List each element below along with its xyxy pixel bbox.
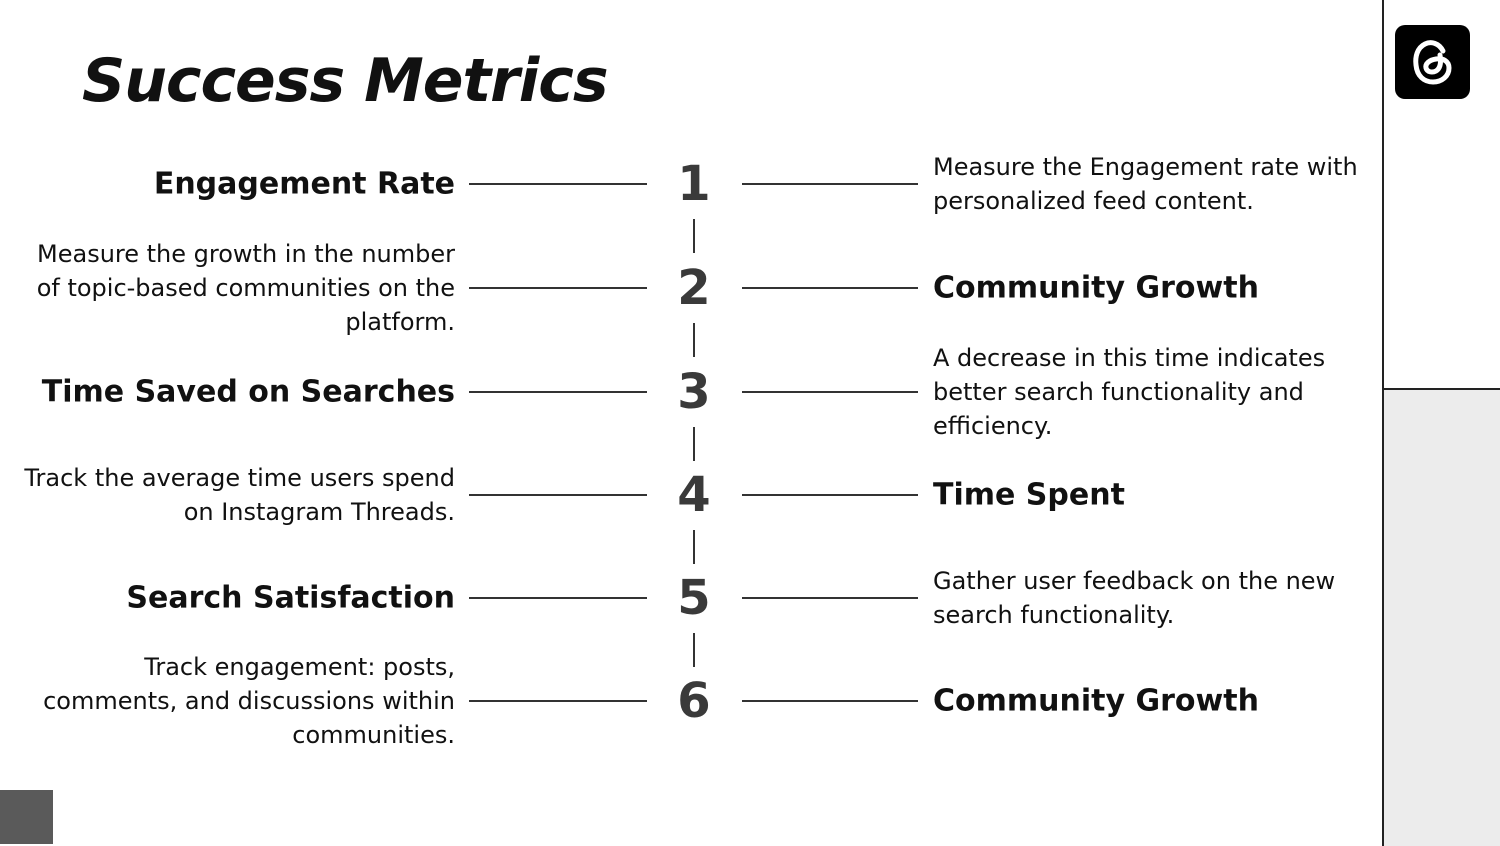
connector-line-left (469, 183, 647, 185)
threads-logo-icon (1395, 25, 1470, 99)
connector-line-left (469, 391, 647, 393)
vertical-connector (693, 427, 695, 461)
connector-line-left (469, 700, 647, 702)
metric-title: Engagement Rate (153, 166, 455, 202)
metric-title: Search Satisfaction (126, 580, 455, 616)
connector-line-left (469, 287, 647, 289)
step-number: 3 (677, 364, 711, 420)
metric-description: A decrease in this time indicates better… (933, 344, 1326, 440)
step-number: 5 (677, 570, 711, 626)
metric-title: Community Growth (933, 683, 1259, 719)
step-number: 6 (677, 673, 711, 729)
sidebar-bottom-panel (1382, 388, 1500, 846)
connector-line-right (742, 700, 918, 702)
step-number: 2 (677, 260, 711, 316)
metric-title: Time Spent (933, 477, 1125, 513)
vertical-connector (693, 530, 695, 564)
connector-line-right (742, 183, 918, 185)
metric-description: Track the average time users spend on In… (24, 464, 455, 526)
metric-description: Gather user feedback on the new search f… (933, 567, 1336, 629)
connector-line-left (469, 494, 647, 496)
metric-title: Community Growth (933, 270, 1259, 306)
connector-line-right (742, 287, 918, 289)
connector-line-right (742, 494, 918, 496)
connector-line-right (742, 597, 918, 599)
vertical-connector (693, 323, 695, 357)
metric-description: Track engagement: posts, comments, and d… (43, 653, 455, 749)
threads-logo-glyph (1412, 40, 1452, 85)
step-number: 1 (677, 156, 711, 212)
metric-title: Time Saved on Searches (41, 374, 455, 410)
page-title: Success Metrics (82, 46, 609, 116)
vertical-connector (693, 633, 695, 667)
vertical-connector (693, 219, 695, 253)
connector-line-right (742, 391, 918, 393)
step-number: 4 (677, 467, 711, 523)
connector-line-left (469, 597, 647, 599)
corner-decoration (0, 790, 53, 844)
metric-description: Measure the Engagement rate with persona… (933, 153, 1358, 215)
metric-description: Measure the growth in the number of topi… (36, 240, 455, 336)
